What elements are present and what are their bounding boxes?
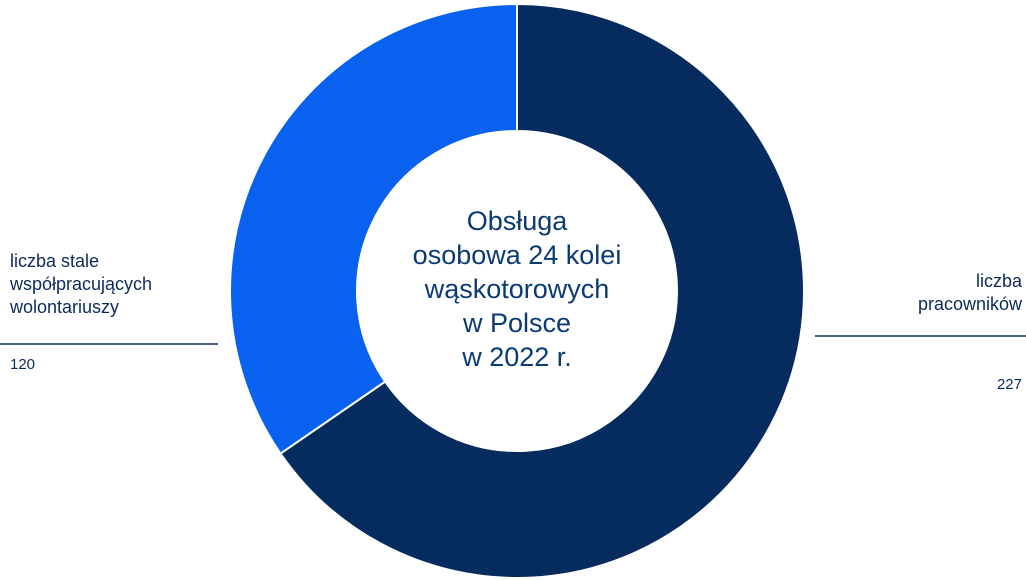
value-label: 227 [996,376,1022,393]
value-label: 120 [10,356,36,373]
category-label: liczba stale współpracujących wolontariu… [10,251,153,317]
donut-segment [279,2,805,579]
title-line: wąskotorowych [424,274,610,304]
title-line: osobowa 24 kolei [412,240,622,270]
title-line: w 2022 r. [462,342,572,372]
donut-segment [229,2,518,455]
chart-title: Obsługa osobowa 24 kolei wąskotorowych w Po… [357,204,677,374]
title-line: Obsługa [466,206,568,236]
title-line: w Polsce [462,308,572,338]
category-label: liczba pracowników [917,271,1022,314]
